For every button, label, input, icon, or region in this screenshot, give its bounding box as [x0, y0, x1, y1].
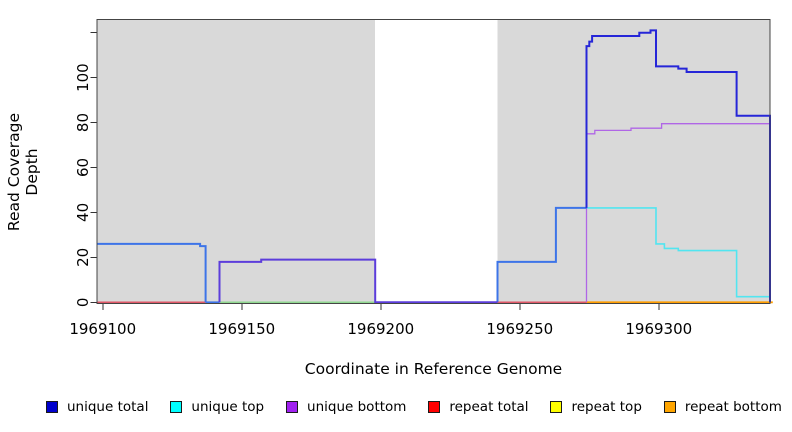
legend-item-repeat-total: repeat total — [428, 399, 529, 415]
series-unique-total-peak — [585, 29, 771, 303]
legend: unique total unique top unique bottom repea… — [46, 399, 782, 415]
legend-label: repeat total — [449, 399, 529, 415]
y-tick-label: 0 — [74, 298, 92, 308]
legend-swatch-icon — [170, 401, 183, 413]
y-tick-label: 40 — [74, 203, 92, 222]
y-tick-label: 80 — [74, 113, 92, 132]
series-unique-top-steps — [586, 207, 770, 298]
legend-item-unique-bottom: unique bottom — [286, 399, 406, 415]
legend-label: unique bottom — [307, 399, 407, 415]
series-unique-total-left-plateau — [97, 242, 207, 303]
series-unique-bottom-steps — [585, 123, 770, 303]
legend-swatch-icon — [46, 401, 58, 413]
x-tick-label: 1969150 — [208, 320, 275, 338]
legend-label: unique total — [67, 399, 149, 415]
x-tick-label: 1969200 — [347, 320, 414, 338]
legend-swatch-icon — [550, 401, 563, 413]
legend-item-repeat-bottom: repeat bottom — [663, 399, 782, 415]
legend-item-repeat-top: repeat top — [550, 399, 642, 415]
y-tick-label: 20 — [74, 248, 92, 267]
series-unique-total-right-rise — [496, 206, 587, 303]
y-tick-label: 100 — [74, 63, 92, 92]
y-axis-title: Read Coverage Depth — [5, 112, 41, 232]
legend-label: repeat bottom — [684, 399, 782, 415]
legend-label: repeat top — [571, 399, 642, 415]
x-tick-label: 1969100 — [69, 320, 136, 338]
x-axis-title: Coordinate in Reference Genome — [304, 360, 563, 378]
legend-swatch-icon — [428, 401, 441, 413]
y-tick-label: 60 — [74, 158, 92, 177]
legend-item-unique-total: unique total — [46, 399, 148, 415]
series-unique-total-over-bottom-mid — [218, 258, 498, 304]
legend-swatch-icon — [286, 401, 299, 413]
legend-swatch-icon — [663, 401, 676, 413]
legend-label: unique top — [191, 399, 265, 415]
legend-item-unique-top: unique top — [170, 399, 264, 415]
plot-border — [96, 19, 771, 305]
coverage-gap-band — [375, 19, 498, 304]
x-tick-label: 1969250 — [486, 320, 553, 338]
x-tick-label: 1969300 — [625, 320, 692, 338]
